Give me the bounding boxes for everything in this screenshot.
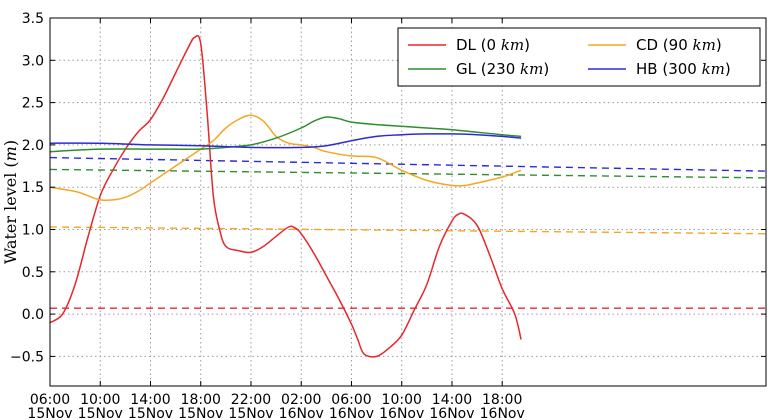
x-tick-time-label: 18:00 (181, 392, 221, 408)
x-tick-time-label: 18:00 (482, 392, 522, 408)
y-tick-label: 2.5 (22, 96, 44, 112)
series-line-gl (49, 116, 522, 153)
x-tick-date-label: 16Nov (480, 406, 525, 420)
x-tick-date-label: 16Nov (379, 406, 424, 420)
legend-box (397, 27, 761, 87)
y-tick-label: 1.0 (22, 222, 44, 238)
legend-label: CD (90 km) (636, 36, 722, 54)
x-tick-time-label: 02:00 (281, 392, 321, 408)
reference-line (49, 226, 767, 235)
y-tick-label: −0.5 (10, 349, 44, 365)
y-tick-label: 3.0 (22, 53, 44, 69)
x-tick-time-label: 10:00 (80, 392, 120, 408)
y-tick-label: 0.5 (22, 265, 44, 281)
axis-ticks: −0.50.00.51.01.52.02.53.03.506:0015Nov10… (10, 11, 766, 420)
series-line-cd (49, 114, 522, 202)
reference-line (49, 156, 767, 172)
x-tick-date-label: 15Nov (78, 406, 123, 420)
y-axis-label: Water level (m) (1, 140, 20, 264)
x-tick-time-label: 10:00 (382, 392, 422, 408)
x-tick-date-label: 16Nov (279, 406, 324, 420)
series-lines (49, 34, 522, 358)
x-tick-time-label: 06:00 (331, 392, 371, 408)
legend-label: DL (0 km) (456, 36, 530, 54)
x-tick-date-label: 15Nov (228, 406, 273, 420)
series-line-dl (49, 34, 522, 358)
x-tick-time-label: 22:00 (231, 392, 271, 408)
reference-lines (49, 156, 767, 309)
x-tick-date-label: 15Nov (128, 406, 173, 420)
y-tick-label: 3.5 (22, 11, 44, 27)
legend-label: GL (230 km) (456, 60, 549, 78)
x-tick-date-label: 15Nov (178, 406, 223, 420)
x-tick-date-label: 16Nov (329, 406, 374, 420)
legend: DL (0 km) GL (230 km) CD (90 km) HB (300 km… (397, 27, 761, 87)
plot-frame (49, 17, 767, 387)
x-tick-time-label: 14:00 (130, 392, 170, 408)
y-tick-label: 1.5 (22, 180, 44, 196)
x-tick-time-label: 06:00 (30, 392, 70, 408)
y-tick-label: 0.0 (22, 307, 44, 323)
x-tick-time-label: 14:00 (432, 392, 472, 408)
legend-label: HB (300 km) (636, 60, 731, 78)
x-tick-date-label: 15Nov (27, 406, 72, 420)
x-tick-date-label: 16Nov (429, 406, 474, 420)
series-line-hb (49, 133, 522, 149)
y-tick-label: 2.0 (22, 138, 44, 154)
